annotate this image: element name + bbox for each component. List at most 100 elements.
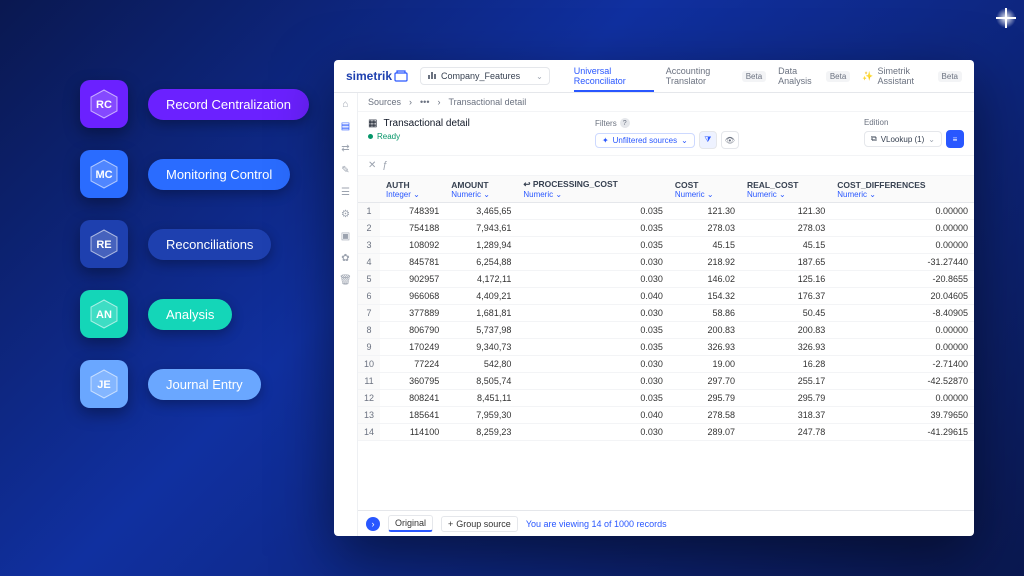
- cell: -2.71400: [831, 356, 974, 373]
- col-header[interactable]: AMOUNTNumeric ⌄: [445, 176, 517, 203]
- crumb-root[interactable]: Sources: [368, 97, 401, 107]
- cell: 247.78: [741, 424, 831, 441]
- nav-label: Simetrik Assistant: [878, 66, 934, 86]
- close-icon[interactable]: ✕: [368, 160, 376, 171]
- table-row[interactable]: 91702499,340,730.035326.93326.930.00000: [358, 339, 974, 356]
- megaphone-icon[interactable]: ✎: [339, 163, 353, 177]
- table-row[interactable]: 73778891,681,810.03058.8650.45-8.40905: [358, 305, 974, 322]
- table-row[interactable]: 17483913,465,650.035121.30121.300.00000: [358, 203, 974, 220]
- feature-icon: JE: [80, 360, 128, 408]
- cell: 121.30: [669, 203, 741, 220]
- crumb-dots[interactable]: •••: [420, 97, 429, 107]
- table-row[interactable]: 59029574,172,110.030146.02125.16-20.8655: [358, 271, 974, 288]
- cell: 185641: [380, 407, 445, 424]
- cell: 125.16: [741, 271, 831, 288]
- nav-item[interactable]: Accounting TranslatorBeta: [666, 66, 766, 86]
- col-header[interactable]: ↩ PROCESSING_COSTNumeric ⌄: [517, 176, 669, 203]
- grid-toolbar: ✕ ƒ: [358, 156, 974, 176]
- cell: -20.8655: [831, 271, 974, 288]
- unfiltered-sources-button[interactable]: ✦ Unfiltered sources ⌄: [595, 133, 695, 148]
- cell: 0.00000: [831, 390, 974, 407]
- feature-item[interactable]: ANAnalysis: [80, 290, 309, 338]
- cell: 50.45: [741, 305, 831, 322]
- table-icon: ▦: [368, 118, 377, 129]
- row-number: 12: [358, 390, 380, 407]
- beta-badge: Beta: [938, 71, 962, 82]
- cell: 3,465,65: [445, 203, 517, 220]
- feature-item[interactable]: REReconciliations: [80, 220, 309, 268]
- feature-item[interactable]: JEJournal Entry: [80, 360, 309, 408]
- row-number: 5: [358, 271, 380, 288]
- company-selector[interactable]: Company_Features ⌄: [420, 67, 550, 85]
- tab-group-source[interactable]: +Group source: [441, 516, 518, 532]
- layers-icon[interactable]: ▤: [339, 119, 353, 133]
- table-row[interactable]: 131856417,959,300.040278.58318.3739.7965…: [358, 407, 974, 424]
- settings-icon[interactable]: ✿: [339, 251, 353, 265]
- table-row[interactable]: 128082418,451,110.035295.79295.790.00000: [358, 390, 974, 407]
- col-header[interactable]: COST_DIFFERENCESNumeric ⌄: [831, 176, 974, 203]
- table-row[interactable]: 141141008,259,230.030289.07247.78-41.296…: [358, 424, 974, 441]
- cell: 0.030: [517, 424, 669, 441]
- nav-item[interactable]: Universal Reconciliator: [574, 66, 654, 92]
- plug-icon[interactable]: ⚙: [339, 207, 353, 221]
- cell: -8.40905: [831, 305, 974, 322]
- cell: 808241: [380, 390, 445, 407]
- help-icon[interactable]: ?: [620, 118, 630, 128]
- table-row[interactable]: 113607958,505,740.030297.70255.17-42.528…: [358, 373, 974, 390]
- feature-item[interactable]: RCRecord Centralization: [80, 80, 309, 128]
- star-decoration: [996, 8, 1016, 28]
- app-panel: simetrik Company_Features ⌄ Universal Re…: [334, 60, 974, 536]
- home-icon[interactable]: ⌂: [339, 97, 353, 111]
- data-grid[interactable]: AUTHInteger ⌄AMOUNTNumeric ⌄↩ PROCESSING…: [358, 176, 974, 510]
- eye-off-button[interactable]: 👁: [721, 131, 739, 149]
- box-icon[interactable]: ▣: [339, 229, 353, 243]
- chevron-down-icon: ⌄: [681, 136, 688, 145]
- table-row[interactable]: 31080921,289,940.03545.1545.150.00000: [358, 237, 974, 254]
- row-number: 9: [358, 339, 380, 356]
- status-ready: Ready: [368, 132, 470, 141]
- table-row[interactable]: 1077224542,800.03019.0016.28-2.71400: [358, 356, 974, 373]
- table-row[interactable]: 27541887,943,610.035278.03278.030.00000: [358, 220, 974, 237]
- cell: 19.00: [669, 356, 741, 373]
- list-icon[interactable]: ☰: [339, 185, 353, 199]
- sparkle-icon: ✨: [862, 71, 873, 82]
- tab-original-label: Original: [395, 518, 426, 528]
- unfiltered-label: Unfiltered sources: [613, 136, 677, 145]
- status-text: Ready: [377, 132, 400, 141]
- cell: 295.79: [669, 390, 741, 407]
- table-row[interactable]: 88067905,737,980.035200.83200.830.00000: [358, 322, 974, 339]
- table-row[interactable]: 48457816,254,880.030218.92187.65-31.2744…: [358, 254, 974, 271]
- topbar: simetrik Company_Features ⌄ Universal Re…: [334, 60, 974, 93]
- vlookup-button[interactable]: ⧉ VLookup (1) ⌄: [864, 131, 942, 147]
- svg-text:RE: RE: [96, 239, 111, 251]
- nav-item[interactable]: ✨ Simetrik Assistant Beta: [862, 66, 962, 86]
- script-icon[interactable]: ƒ: [382, 160, 388, 171]
- cell: 326.93: [741, 339, 831, 356]
- table-head: AUTHInteger ⌄AMOUNTNumeric ⌄↩ PROCESSING…: [358, 176, 974, 203]
- nav-item[interactable]: Data AnalysisBeta: [778, 66, 850, 86]
- cell: 20.04605: [831, 288, 974, 305]
- cell: 0.035: [517, 322, 669, 339]
- filter-funnel-button[interactable]: ⧩: [699, 131, 717, 149]
- cell: 255.17: [741, 373, 831, 390]
- col-header[interactable]: COSTNumeric ⌄: [669, 176, 741, 203]
- feature-icon: MC: [80, 150, 128, 198]
- plus-icon: +: [448, 519, 453, 529]
- col-header[interactable]: AUTHInteger ⌄: [380, 176, 445, 203]
- arrows-icon[interactable]: ⇄: [339, 141, 353, 155]
- beta-badge: Beta: [742, 71, 766, 82]
- table-row[interactable]: 69660684,409,210.040154.32176.3720.04605: [358, 288, 974, 305]
- footer-expand-button[interactable]: ›: [366, 517, 380, 531]
- feature-item[interactable]: MCMonitoring Control: [80, 150, 309, 198]
- cell: 1,681,81: [445, 305, 517, 322]
- cell: 4,172,11: [445, 271, 517, 288]
- tab-original[interactable]: Original: [388, 515, 433, 532]
- feature-icon: RE: [80, 220, 128, 268]
- edition-label: Edition: [864, 118, 964, 127]
- edition-menu-button[interactable]: ≡: [946, 130, 964, 148]
- trash-icon[interactable]: 🗑: [339, 273, 353, 287]
- cell: 0.030: [517, 305, 669, 322]
- svg-text:MC: MC: [95, 169, 112, 181]
- nav-label: Data Analysis: [778, 66, 822, 86]
- col-header[interactable]: REAL_COSTNumeric ⌄: [741, 176, 831, 203]
